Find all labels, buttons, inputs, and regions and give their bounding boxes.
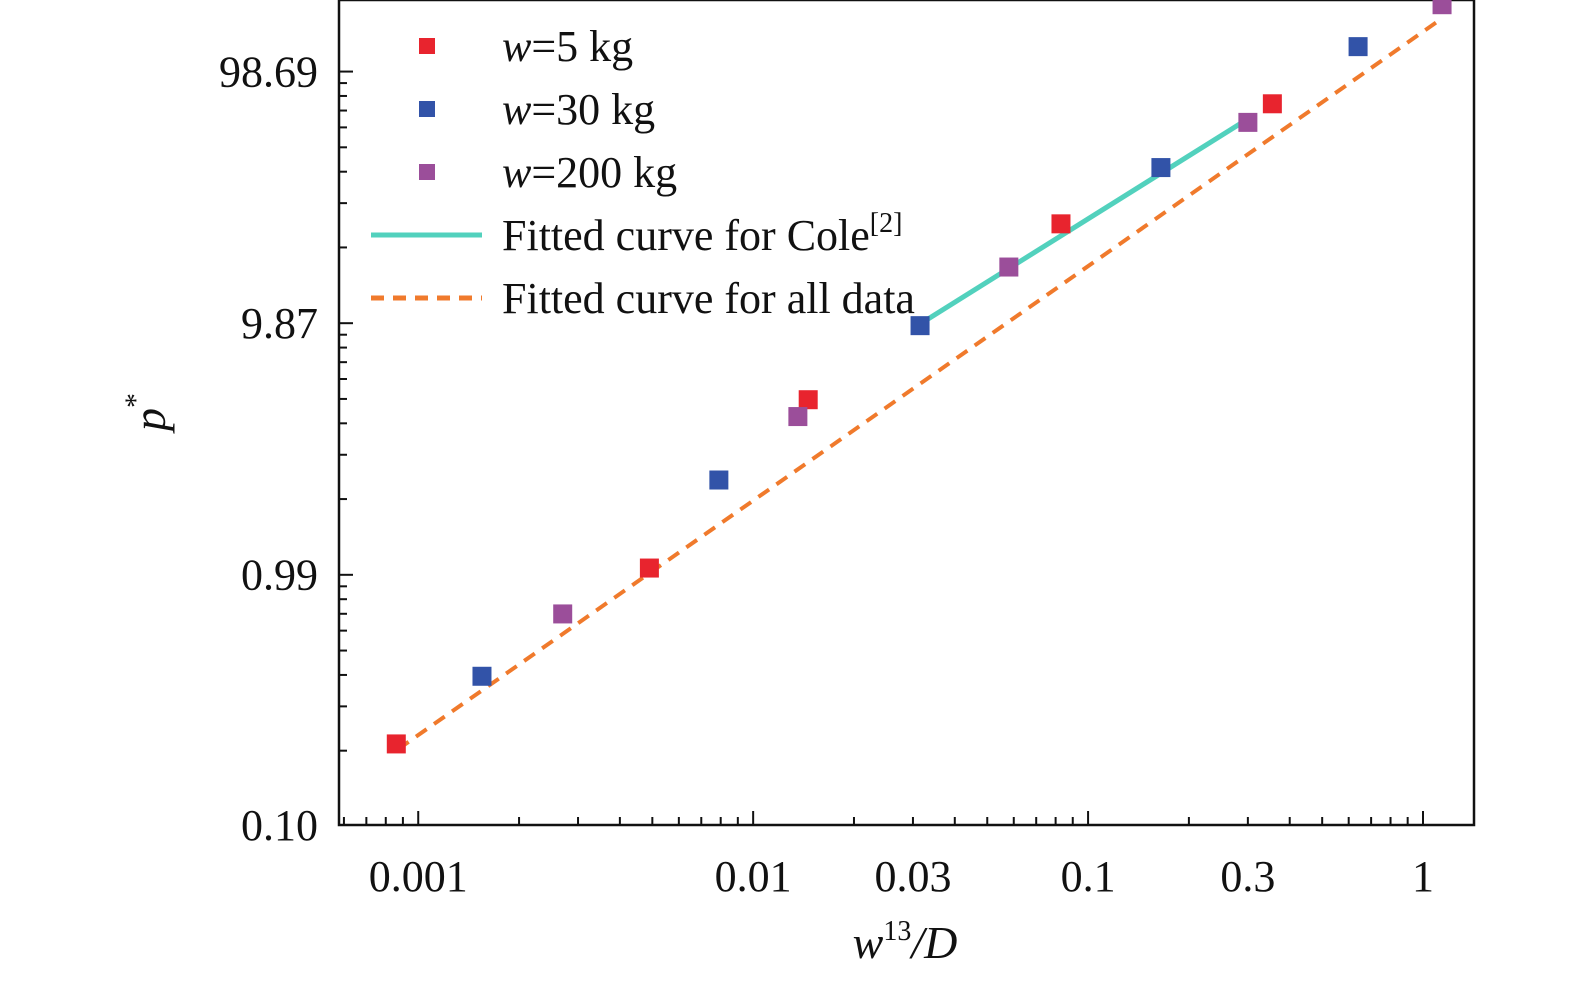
fit-line-all-data bbox=[396, 18, 1441, 751]
fitted-curves bbox=[396, 18, 1441, 751]
data-points bbox=[386, 0, 1452, 754]
y-tick-labels: 0.10 0.99 9.87 98.69 bbox=[219, 48, 318, 850]
legend: w=5 kg w=30 kg w=200 kg Fitted curve for Co… bbox=[371, 22, 915, 323]
data-point bbox=[1238, 112, 1258, 132]
data-point bbox=[1051, 214, 1071, 234]
data-point bbox=[553, 604, 573, 624]
axis-ticks bbox=[339, 70, 1424, 825]
legend-marker bbox=[419, 101, 435, 117]
data-point bbox=[788, 407, 808, 427]
data-point bbox=[472, 666, 492, 686]
data-point bbox=[709, 470, 729, 490]
data-point bbox=[639, 558, 659, 578]
data-point bbox=[386, 734, 406, 754]
data-point bbox=[1432, 0, 1452, 15]
y-axis-title: p* bbox=[119, 393, 175, 434]
x-axis-title: w13/D bbox=[853, 916, 958, 968]
x-tick-labels: 0.001 0.01 0.03 0.1 0.3 1 bbox=[369, 852, 1434, 901]
legend-label: Fitted curve for all data bbox=[502, 274, 915, 323]
data-point bbox=[1262, 94, 1282, 114]
x-tick-label: 0.03 bbox=[874, 852, 951, 901]
legend-label: w=5 kg bbox=[502, 22, 633, 71]
data-point bbox=[798, 390, 818, 410]
legend-label: Fitted curve for Cole[2] bbox=[502, 208, 902, 260]
x-tick-label: 0.1 bbox=[1061, 852, 1116, 901]
legend-marker bbox=[419, 164, 435, 180]
y-tick-label: 0.99 bbox=[241, 550, 318, 599]
x-tick-label: 1 bbox=[1412, 852, 1434, 901]
fit-line-cole bbox=[918, 116, 1250, 327]
y-tick-label: 9.87 bbox=[241, 299, 318, 348]
data-point bbox=[910, 316, 930, 336]
legend-label: w=200 kg bbox=[502, 148, 677, 197]
data-point bbox=[1348, 37, 1368, 57]
data-point bbox=[999, 257, 1019, 277]
y-tick-label: 98.69 bbox=[219, 48, 318, 97]
data-point bbox=[1151, 158, 1171, 178]
y-tick-label: 0.10 bbox=[241, 801, 318, 850]
x-tick-label: 0.001 bbox=[369, 852, 468, 901]
plot-frame bbox=[337, 0, 1476, 827]
legend-label: w=30 kg bbox=[502, 85, 655, 134]
x-tick-label: 0.3 bbox=[1220, 852, 1275, 901]
x-tick-label: 0.01 bbox=[715, 852, 792, 901]
legend-marker bbox=[419, 38, 435, 54]
